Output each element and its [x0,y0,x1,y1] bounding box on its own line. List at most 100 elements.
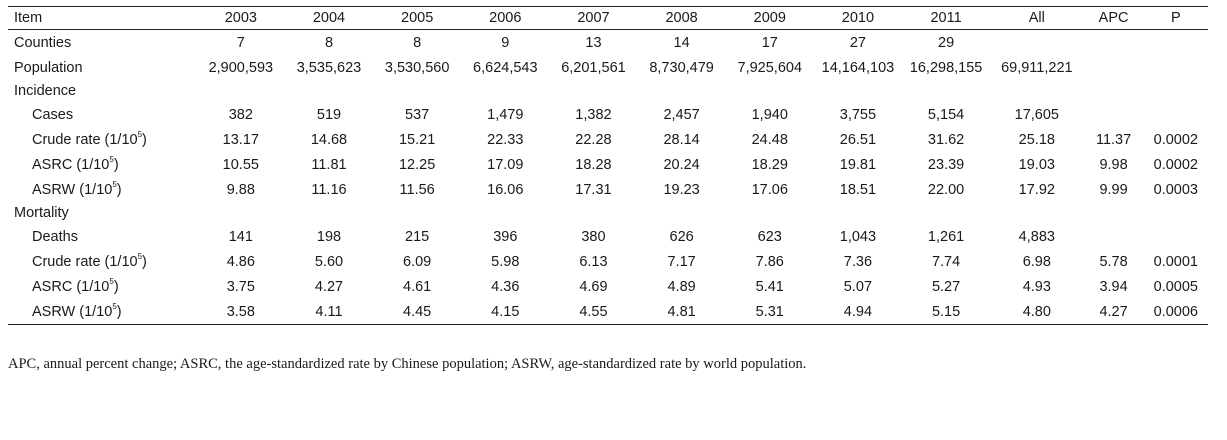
table-cell [1144,55,1208,80]
row-label-tail: ) [116,303,122,320]
table-cell: 9 [501,34,510,51]
table-cell: 537 [405,106,430,123]
table-cell: 17.06 [751,181,788,198]
table-cell: 1,382 [575,106,612,123]
table-cell: 626 [669,228,694,245]
exponent: 5 [112,179,117,189]
data-table: Item 2003 2004 2005 2006 2007 2008 2009 2010 2011… [8,6,1208,325]
row-label: Deaths [8,224,197,249]
row-label: ASRW (1/105) [8,177,197,202]
table-cell: 382 [228,106,253,123]
row-label-text: Incidence [14,83,77,99]
table-cell: 26.51 [839,131,877,148]
table-container: Item 2003 2004 2005 2006 2007 2008 2009 2010 2011… [8,6,1208,325]
table-cell: 17,605 [1014,106,1059,123]
column-header: 2005 [401,10,434,26]
table-cell: 5.78 [1099,253,1128,270]
column-header: 2010 [841,10,875,26]
column-header: P [1170,10,1181,26]
section-row: Mortality [8,202,1208,224]
table-row: ASRW (1/105) 9.88 11.16 11.56 16.06 17.31 19.2… [8,177,1208,202]
table-cell: 198 [316,228,342,245]
table-cell: 1,261 [927,228,965,245]
table-cell: 5.98 [491,253,520,270]
table-footnote: APC, annual percent change; ASRC, the ag… [8,356,807,372]
table-cell [1084,224,1144,249]
section-row: Incidence [8,80,1208,102]
table-cell [726,202,814,224]
table-cell: 12.25 [398,156,436,173]
table-cell: 11.37 [1095,131,1132,148]
table-cell: 0.0003 [1153,181,1198,198]
table-cell: 11.56 [399,181,435,198]
table-cell: 8 [324,34,334,51]
table-cell [726,80,814,102]
table-cell: 29 [938,34,955,51]
table-cell: 3,530,560 [384,59,450,76]
table-cell: 15.21 [398,131,436,148]
table-row: ASRC (1/105) 3.75 4.27 4.61 4.36 4.69 4.89 5.41… [8,274,1208,299]
table-cell: 4.86 [226,253,255,270]
row-label-tail: ) [142,131,147,148]
column-header: 2006 [489,10,522,26]
table-cell [461,202,549,224]
table-cell [638,80,726,102]
table-cell: 6,624,543 [473,59,538,76]
table-cell: 20.24 [663,156,700,173]
header-row: Item 2003 2004 2005 2006 2007 2008 2009 2010 2011… [8,6,1208,30]
table-cell: 4.45 [403,303,432,320]
table-cell: 7.74 [931,253,961,270]
row-label: Cases [8,102,197,127]
table-cell [1084,80,1144,102]
row-label-text: Cases [32,106,74,123]
table-cell: 4.27 [1099,303,1128,320]
table-header: Item 2003 2004 2005 2006 2007 2008 2009 2010 2011… [8,6,1208,30]
table-cell [902,80,990,102]
table-cell [990,80,1083,102]
table-cell: 1,940 [751,106,788,123]
table-cell: 0.0005 [1153,278,1198,295]
table-cell: 4.11 [315,303,343,320]
table-cell: 14,164,103 [821,59,895,76]
table-cell: 24.48 [751,131,788,148]
table-cell: 9.98 [1099,156,1128,173]
table-cell: 13 [585,34,602,51]
table-cell [638,202,726,224]
table-cell: 6.98 [1022,253,1051,270]
table-cell: 0.0001 [1153,253,1198,270]
table-row: Population 2,900,593 3,535,623 3,530,560 6,6… [8,55,1208,80]
row-label-text: Crude rate (1/10 [32,131,138,148]
table-cell: 19.23 [663,181,700,198]
table-cell: 4.15 [491,303,520,320]
column-header: 2003 [224,10,257,26]
table-cell [549,80,637,102]
section-label: Mortality [8,202,197,224]
table-cell: 1,043 [839,228,877,245]
table-cell: 25.18 [1018,131,1055,148]
table-cell: 18.29 [751,156,788,173]
table-cell: 0.0002 [1153,156,1198,173]
exponent: 5 [137,251,143,261]
row-label-tail: ) [142,253,147,270]
table-cell: 17 [761,34,778,51]
table-cell: 6.09 [403,253,432,270]
table-cell: 18.51 [839,181,877,198]
table-cell: 4,883 [1018,228,1055,245]
table-cell: 4.80 [1022,303,1051,320]
table-cell: 27 [849,34,866,51]
table-body: Counties 7 8 8 9 13 14 17 27 29 Population 2,900,59… [8,30,1208,325]
table-cell: 7.86 [755,253,784,270]
table-cell: 623 [757,228,782,245]
table-cell: 19.03 [1018,156,1055,173]
table-cell: 141 [228,228,253,245]
table-cell: 10.55 [222,156,259,173]
column-header: 2008 [665,10,698,26]
table-cell: 4.69 [579,278,608,295]
table-cell: 18.28 [575,156,612,173]
row-label: Crude rate (1/105) [8,249,197,274]
table-cell: 4.93 [1022,278,1051,295]
table-cell: 16,298,155 [909,59,983,76]
table-cell [1144,202,1208,224]
table-cell: 22.28 [575,131,612,148]
table-cell [990,30,1083,56]
